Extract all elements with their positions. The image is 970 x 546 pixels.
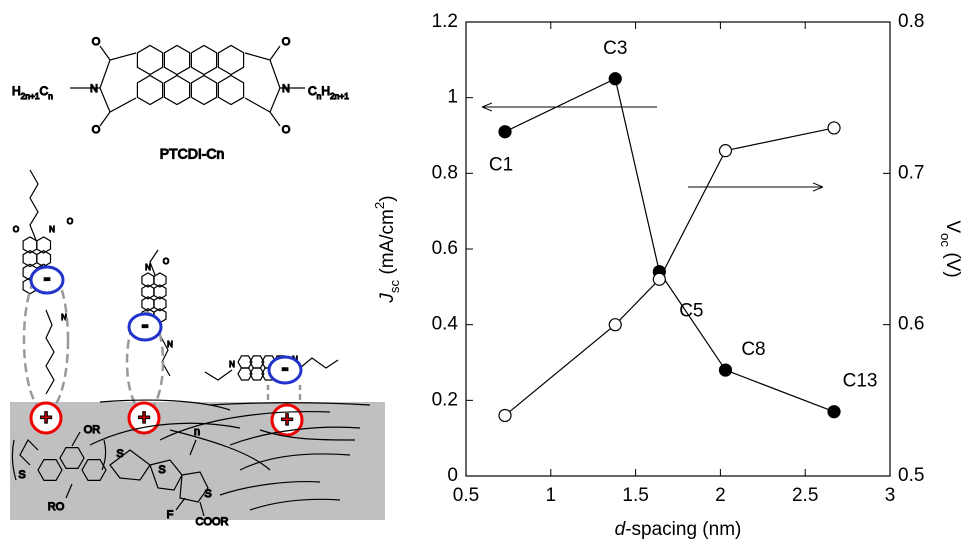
- data-point: [719, 145, 731, 157]
- atom-label: N: [90, 83, 98, 95]
- acceptor-charge: -: [141, 312, 148, 337]
- label-part: H: [12, 84, 21, 98]
- label-part: n: [48, 91, 53, 101]
- compound-name: PTCDI-Cn: [160, 146, 225, 162]
- label-part: C: [308, 84, 317, 98]
- y-tick-label: 1.2: [432, 11, 458, 32]
- label-part: (mA/cm: [377, 209, 398, 280]
- atom-label: O: [92, 124, 101, 136]
- label-part: (V): [942, 247, 963, 278]
- atom-label: COOR: [196, 516, 229, 528]
- atom-label: O: [282, 36, 291, 48]
- ring: [137, 46, 162, 75]
- y2-tick-label: 0.7: [898, 162, 924, 183]
- right-chain: CnH2n+1: [308, 84, 349, 101]
- x-tick-label: 2: [715, 485, 726, 506]
- acceptor-charge: -: [281, 355, 288, 380]
- point-label: C5: [679, 301, 703, 322]
- y-axis-label: Jsc (mA/cm2): [372, 195, 402, 303]
- point-label: C3: [603, 38, 627, 59]
- y-tick-label: 1: [447, 87, 458, 108]
- label-part: oc: [938, 233, 953, 247]
- y2-tick-label: 0.6: [898, 314, 924, 335]
- label-part: ): [377, 195, 398, 201]
- data-point: [653, 273, 665, 285]
- label-part: 2: [372, 202, 387, 209]
- y-tick-label: 0.2: [432, 389, 458, 410]
- label-part: sc: [387, 279, 402, 293]
- point-label: C13: [843, 371, 878, 392]
- ring: [218, 76, 243, 105]
- ring: [164, 46, 189, 75]
- left-chain: H2n+1Cn: [12, 84, 53, 101]
- label-part: 2n+1: [21, 91, 40, 101]
- ring: [164, 76, 189, 105]
- point-label: C1: [489, 155, 513, 176]
- atom-label: S: [158, 464, 165, 476]
- atom-label: S: [116, 448, 123, 460]
- data-point: [499, 409, 511, 421]
- atom-label: S: [204, 488, 211, 500]
- label-part: 2n+1: [330, 91, 349, 101]
- atom-label: N: [229, 360, 235, 369]
- y2-tick-label: 0.5: [898, 465, 924, 486]
- series-line: [505, 128, 834, 416]
- point-label: C8: [741, 339, 765, 360]
- ring: [218, 46, 243, 75]
- atom-label: N: [282, 83, 290, 95]
- data-point: [828, 122, 840, 134]
- acceptor-charge: -: [43, 265, 50, 290]
- pair-outline: [268, 385, 300, 400]
- atom-label: N: [145, 263, 151, 272]
- data-point: [719, 364, 731, 376]
- data-point: [609, 73, 621, 85]
- donor-charge: +: [281, 407, 294, 432]
- ring: [191, 76, 216, 105]
- label-part: C: [40, 84, 49, 98]
- ring: [137, 76, 162, 105]
- series-line: [505, 79, 834, 412]
- data-point: [609, 319, 621, 331]
- donor-charge: +: [40, 405, 53, 430]
- figure: OOOONNH2n+1CnCnH2n+1PTCDI-CnONONNONNN---…: [0, 0, 970, 546]
- y-tick-label: 0.4: [432, 314, 459, 335]
- atom-label: O: [163, 257, 169, 266]
- label-part: H: [321, 84, 330, 98]
- atom-label: O: [92, 36, 101, 48]
- plot-frame: [466, 22, 890, 476]
- label-part: V: [942, 220, 963, 233]
- atom-label: N: [167, 340, 173, 349]
- atom-label: O: [67, 217, 73, 226]
- schematic: OOOONNH2n+1CnCnH2n+1PTCDI-CnONONNONNN---…: [10, 36, 385, 528]
- x-tick-label: 1: [546, 485, 557, 506]
- y-tick-label: 0.8: [432, 162, 458, 183]
- x-tick-label: 2.5: [792, 485, 818, 506]
- imide: [70, 46, 305, 126]
- y-tick-label: 0: [447, 465, 458, 486]
- y-tick-label: 0.6: [432, 238, 458, 259]
- label-part: -spacing (nm): [625, 519, 741, 540]
- atom-label: S: [18, 469, 25, 481]
- atom-label: O: [13, 225, 19, 234]
- y2-tick-label: 0.8: [898, 11, 924, 32]
- atom-label: O: [282, 124, 291, 136]
- y2-axis-label: Voc (V): [938, 220, 963, 277]
- label-part: J: [377, 293, 398, 304]
- atom-label: RO: [48, 501, 65, 513]
- atom-label: N: [49, 225, 55, 234]
- chart: 0.5 1 1.5 2 2.5 3 0 0.2 0.4 0.6 0.8 1 1.2 0.5 0.6 0.7 0.…: [372, 11, 963, 540]
- ring: [191, 46, 216, 75]
- x-axis-label: d-spacing (nm): [615, 519, 742, 540]
- x-tick-label: 1.5: [622, 485, 648, 506]
- atom-label: F: [167, 509, 174, 521]
- x-tick-label: 0.5: [453, 485, 479, 506]
- data-point: [828, 406, 840, 418]
- x-tick-label: 3: [885, 485, 896, 506]
- data-point: [499, 126, 511, 138]
- atom-label: OR: [84, 424, 101, 436]
